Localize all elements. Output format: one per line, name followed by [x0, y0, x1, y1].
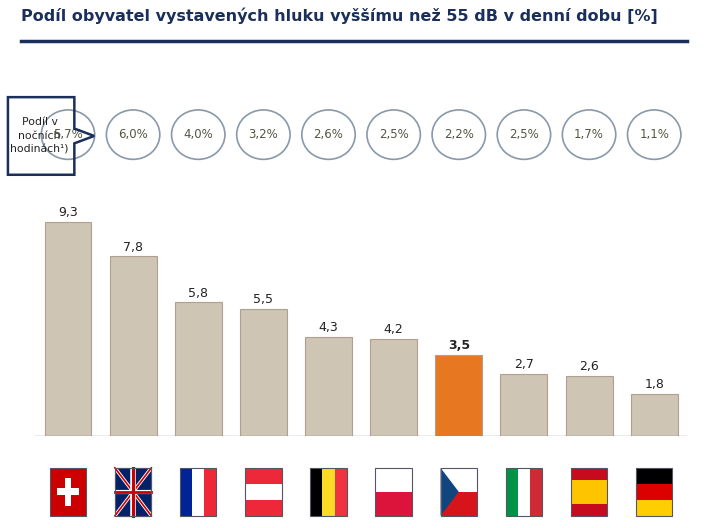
Text: 9,3: 9,3: [58, 206, 78, 219]
Text: Podíl v
nočních
hodinách¹): Podíl v nočních hodinách¹): [11, 117, 69, 155]
Bar: [518, 468, 530, 516]
Text: 2,2%: 2,2%: [444, 128, 474, 141]
Text: 2,5%: 2,5%: [509, 128, 539, 141]
Text: 5,8: 5,8: [188, 287, 208, 299]
Bar: [571, 468, 607, 516]
Text: 2,6%: 2,6%: [314, 128, 343, 141]
Bar: [64, 478, 72, 506]
Bar: [631, 394, 678, 436]
Bar: [57, 488, 79, 495]
Bar: [50, 468, 86, 516]
Text: 1,7%: 1,7%: [574, 128, 604, 141]
Bar: [310, 468, 347, 516]
Bar: [175, 303, 222, 436]
Bar: [566, 376, 612, 436]
Bar: [180, 468, 192, 516]
Bar: [530, 468, 542, 516]
Bar: [370, 339, 417, 436]
Bar: [335, 468, 347, 516]
Text: 1,1%: 1,1%: [639, 128, 669, 141]
Bar: [310, 468, 322, 516]
Bar: [375, 492, 412, 516]
Text: 4,3: 4,3: [319, 321, 338, 334]
Bar: [636, 500, 673, 516]
Bar: [440, 468, 477, 492]
Text: 2,7: 2,7: [514, 358, 534, 371]
Bar: [435, 355, 482, 436]
Text: Podíl obyvatel vystavených hluku vyššímu než 55 dB v denní dobu [%]: Podíl obyvatel vystavených hluku vyššímu…: [21, 8, 658, 24]
Bar: [110, 257, 156, 436]
Text: 4,2: 4,2: [384, 323, 404, 336]
Text: 4,0%: 4,0%: [183, 128, 213, 141]
Bar: [440, 492, 477, 516]
Bar: [440, 468, 477, 516]
Bar: [115, 468, 152, 516]
Polygon shape: [440, 468, 459, 516]
Bar: [375, 468, 412, 492]
Bar: [180, 468, 217, 516]
Text: 5,5: 5,5: [253, 294, 273, 306]
Text: 5,7%: 5,7%: [53, 128, 83, 141]
Bar: [305, 337, 352, 436]
Text: 2,5%: 2,5%: [379, 128, 409, 141]
Text: 7,8: 7,8: [123, 241, 143, 253]
Bar: [45, 222, 91, 436]
Bar: [501, 374, 547, 436]
Bar: [115, 468, 152, 516]
Bar: [636, 468, 673, 484]
Bar: [636, 484, 673, 500]
Bar: [506, 468, 518, 516]
Bar: [571, 468, 607, 516]
Bar: [245, 484, 282, 500]
Bar: [636, 468, 673, 516]
Text: 6,0%: 6,0%: [118, 128, 148, 141]
Bar: [571, 480, 607, 504]
Text: 2,6: 2,6: [579, 360, 599, 373]
Text: 3,5: 3,5: [447, 340, 470, 352]
Bar: [240, 309, 287, 436]
Bar: [245, 468, 282, 484]
Text: 1,8: 1,8: [644, 379, 664, 391]
Bar: [506, 468, 542, 516]
Bar: [375, 468, 412, 516]
Bar: [245, 468, 282, 516]
Bar: [205, 468, 217, 516]
Bar: [245, 500, 282, 516]
Text: 3,2%: 3,2%: [249, 128, 278, 141]
Bar: [322, 468, 335, 516]
Bar: [192, 468, 205, 516]
